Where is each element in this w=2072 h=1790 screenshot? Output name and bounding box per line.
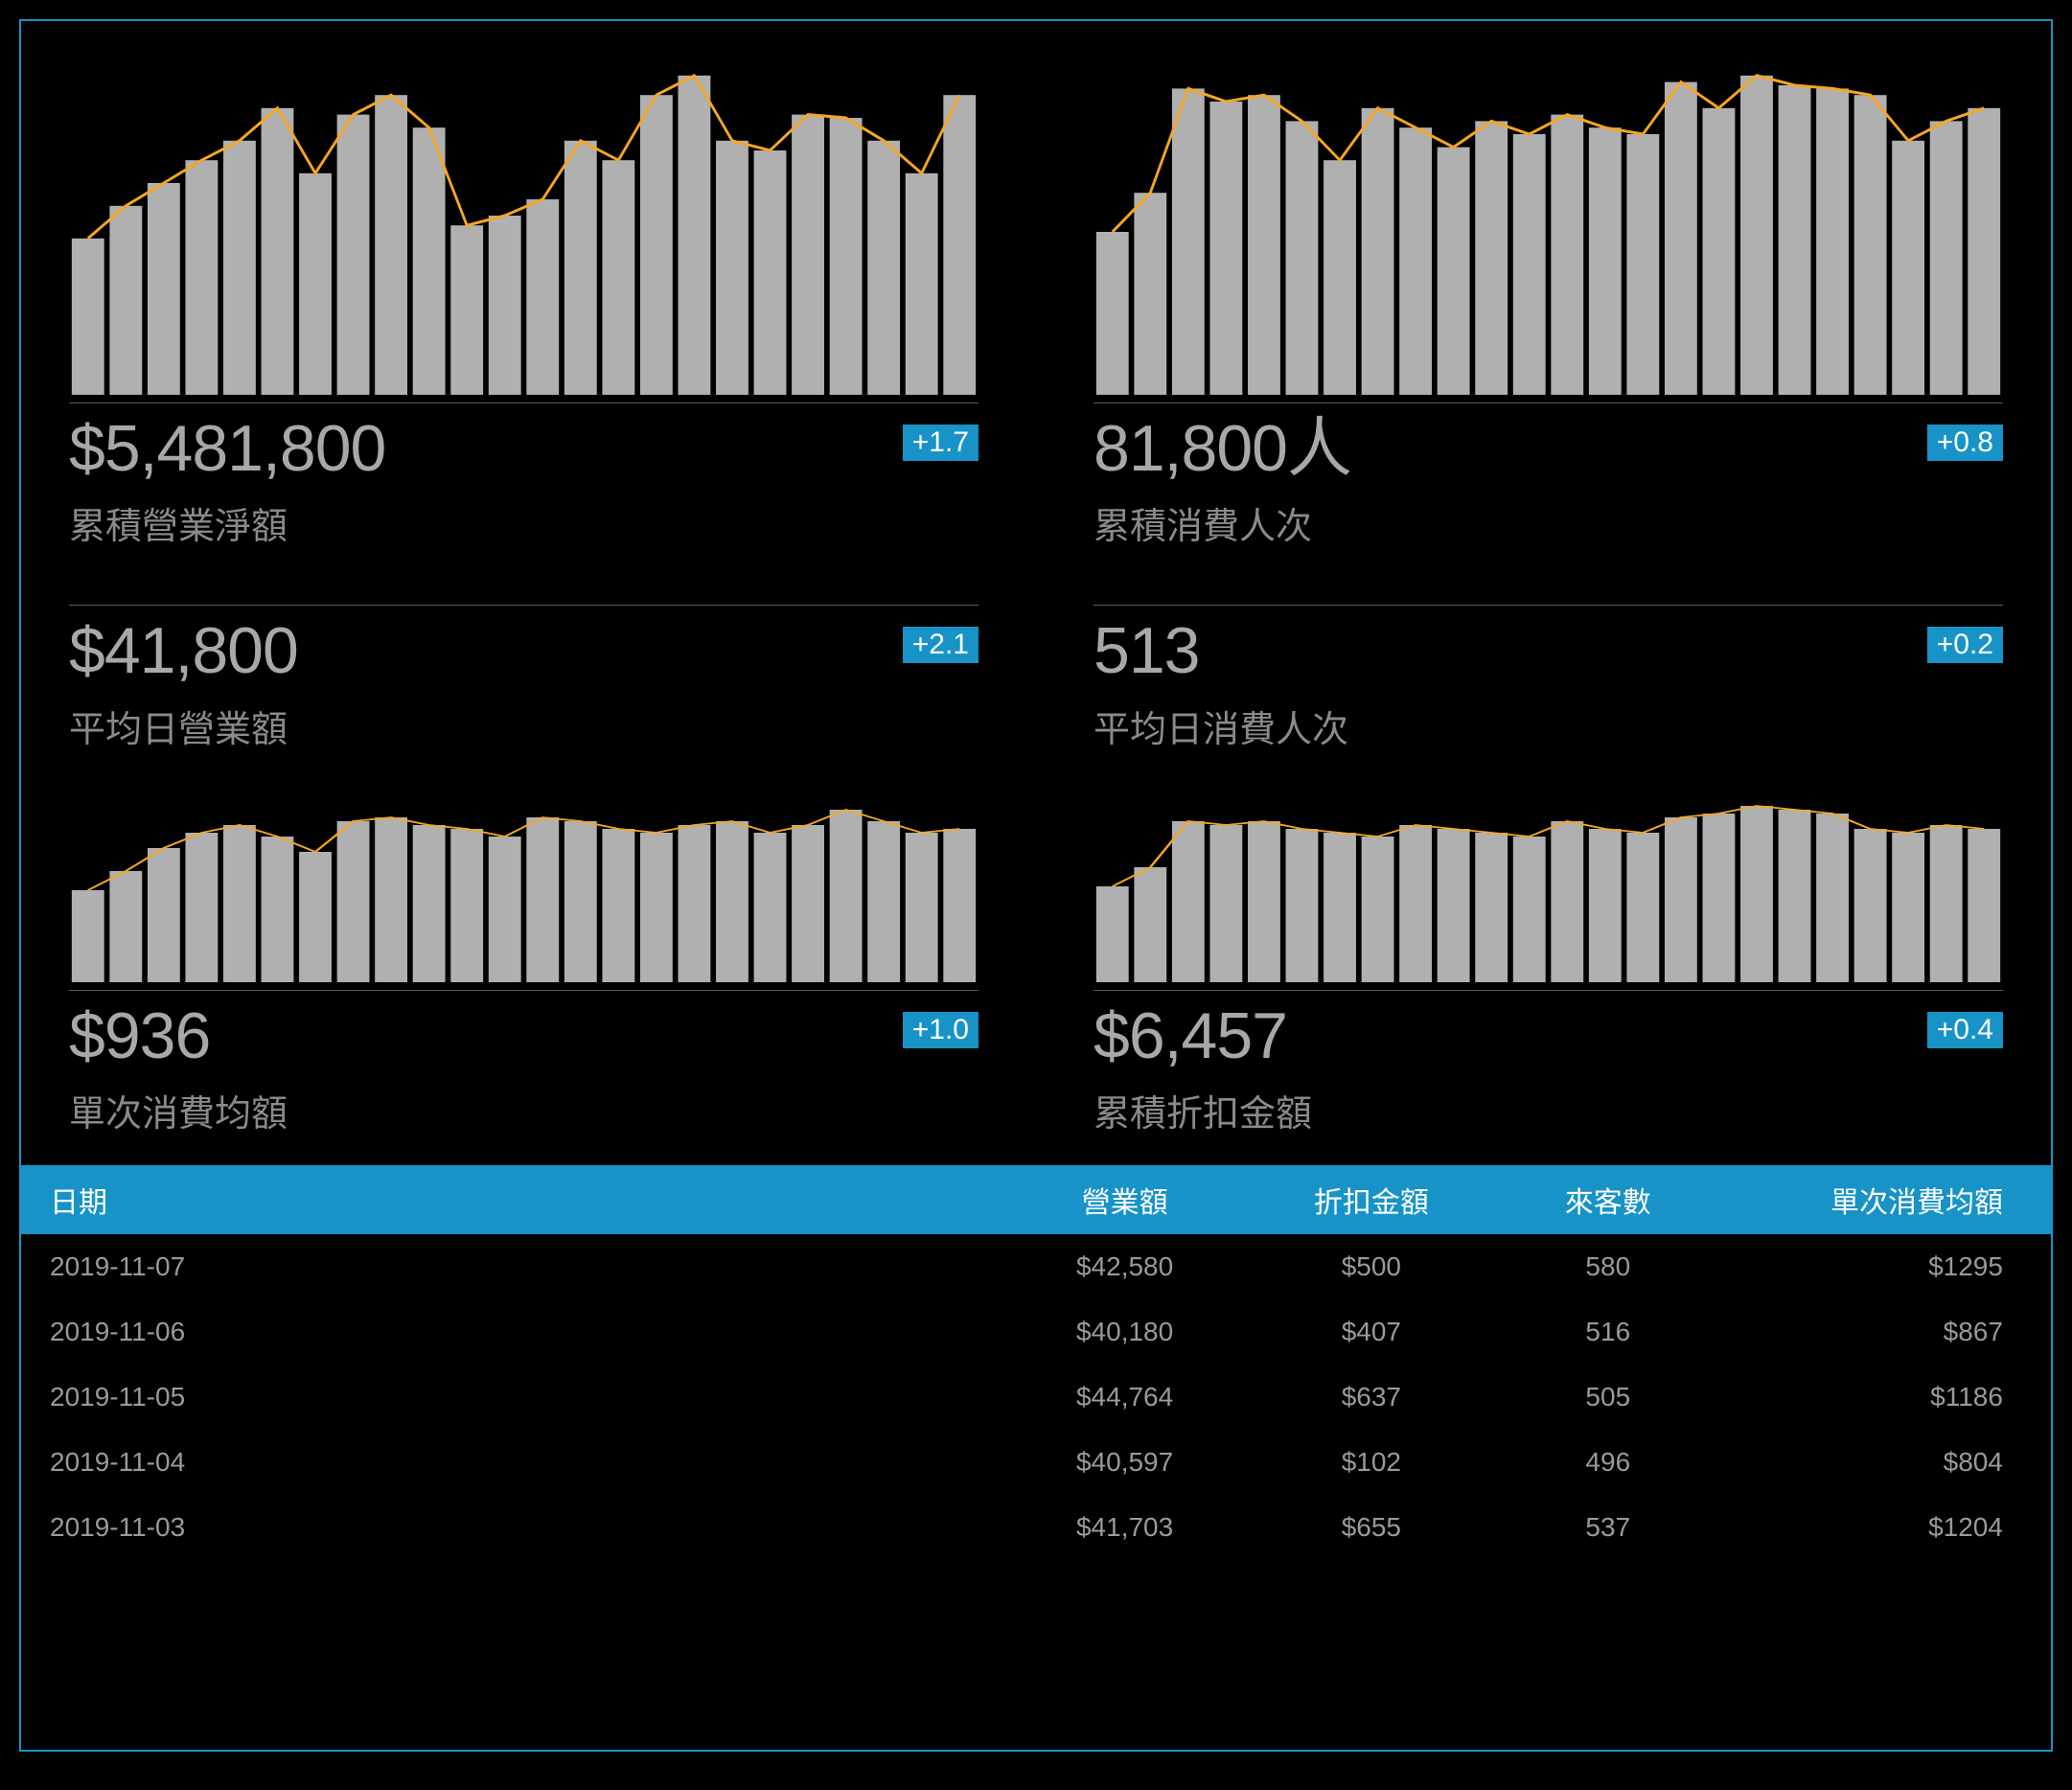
cell-date: 2019-11-03 [50,1512,997,1543]
metric-customers: 81,800人 +0.8 累積消費人次 513 +0.2 平均日消費人次 [1094,69,2003,752]
separator [69,990,978,991]
col-discount: 折扣金額 [1253,1179,1489,1221]
metric-discount: $6,457 +0.4 累積折扣金額 [1094,791,2003,1136]
cell-customers: 505 [1489,1382,1726,1412]
cell-date: 2019-11-06 [50,1317,997,1347]
label-avg-daily-customers: 平均日消費人次 [1094,700,2003,752]
separator [1094,402,2003,403]
table-row: 2019-11-05 $44,764 $637 505 $1186 [21,1365,2051,1430]
col-customers: 來客數 [1489,1179,1726,1221]
col-revenue: 營業額 [997,1179,1254,1221]
cell-date: 2019-11-07 [50,1251,997,1282]
table-row: 2019-11-03 $41,703 $655 537 $1204 [21,1495,2051,1560]
label-avg-daily-revenue: 平均日營業額 [69,700,978,752]
cell-discount: $655 [1253,1512,1489,1543]
col-date: 日期 [50,1179,997,1221]
cell-discount: $500 [1253,1251,1489,1282]
table-row: 2019-11-06 $40,180 $407 516 $867 [21,1299,2051,1365]
chart-customers [1094,69,2003,395]
value-discount: $6,457 [1094,1002,1287,1070]
dashboard-container: $5,481,800 +1.7 累積營業淨額 $41,800 +2.1 平均日營… [19,19,2053,1752]
table-body: 2019-11-07 $42,580 $500 580 $1295 2019-1… [21,1234,2051,1560]
cell-revenue: $44,764 [997,1382,1254,1412]
cell-date: 2019-11-04 [50,1447,997,1478]
cell-avg-spend: $1204 [1726,1512,2022,1543]
cell-discount: $407 [1253,1317,1489,1347]
cell-customers: 537 [1489,1512,1726,1543]
cell-date: 2019-11-05 [50,1382,997,1412]
badge-avg-daily-customers: +0.2 [1927,627,2003,663]
metric-avg-spend: $936 +1.0 單次消費均額 [69,791,978,1136]
cell-avg-spend: $804 [1726,1447,2022,1478]
badge-discount: +0.4 [1927,1012,2003,1048]
table-header: 日期 營業額 折扣金額 來客數 單次消費均額 [21,1165,2051,1234]
separator [69,605,978,606]
col-avg-spend: 單次消費均額 [1726,1179,2022,1221]
separator [1094,990,2003,991]
value-avg-spend: $936 [69,1002,210,1070]
cell-revenue: $40,180 [997,1317,1254,1347]
badge-avg-daily-revenue: +2.1 [903,627,978,663]
value-avg-daily-revenue: $41,800 [69,617,298,685]
cell-customers: 580 [1489,1251,1726,1282]
label-avg-spend: 單次消費均額 [69,1084,978,1136]
label-customers: 累積消費人次 [1094,496,2003,549]
cell-discount: $102 [1253,1447,1489,1478]
cell-customers: 516 [1489,1317,1726,1347]
chart-discount [1094,791,2003,982]
separator [69,402,978,403]
cell-avg-spend: $867 [1726,1317,2022,1347]
value-avg-daily-customers: 513 [1094,617,1199,685]
badge-avg-spend: +1.0 [903,1012,978,1048]
badge-customers: +0.8 [1927,425,2003,461]
chart-avg-spend [69,791,978,982]
value-net-revenue: $5,481,800 [69,415,385,483]
cell-discount: $637 [1253,1382,1489,1412]
metrics-grid: $5,481,800 +1.7 累積營業淨額 $41,800 +2.1 平均日營… [21,21,2051,1165]
label-net-revenue: 累積營業淨額 [69,496,978,549]
cell-revenue: $40,597 [997,1447,1254,1478]
value-customers: 81,800人 [1094,415,1351,483]
badge-net-revenue: +1.7 [903,425,978,461]
separator [1094,605,2003,606]
chart-net-revenue [69,69,978,395]
data-table: 日期 營業額 折扣金額 來客數 單次消費均額 2019-11-07 $42,58… [21,1165,2051,1560]
cell-revenue: $42,580 [997,1251,1254,1282]
cell-avg-spend: $1186 [1726,1382,2022,1412]
table-row: 2019-11-04 $40,597 $102 496 $804 [21,1430,2051,1495]
cell-avg-spend: $1295 [1726,1251,2022,1282]
metric-net-revenue: $5,481,800 +1.7 累積營業淨額 $41,800 +2.1 平均日營… [69,69,978,752]
cell-revenue: $41,703 [997,1512,1254,1543]
cell-customers: 496 [1489,1447,1726,1478]
label-discount: 累積折扣金額 [1094,1084,2003,1136]
table-row: 2019-11-07 $42,580 $500 580 $1295 [21,1234,2051,1299]
